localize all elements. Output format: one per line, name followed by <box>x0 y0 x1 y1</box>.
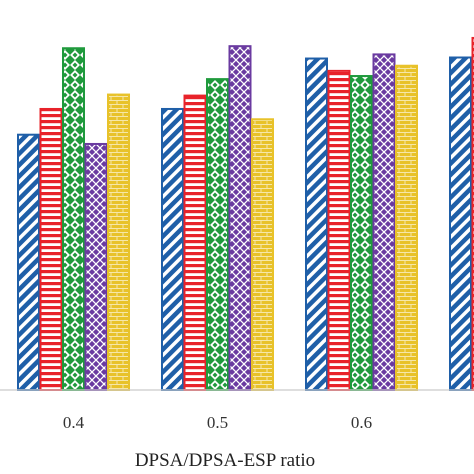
bar-0.5-series-3 <box>206 78 229 391</box>
x-tick-label: 0.6 <box>351 413 372 432</box>
bar-0.4-series-5 <box>107 93 130 391</box>
x-tick-labels: 0.4 0.5 0.6 <box>63 413 372 432</box>
bar-0.6-series-5 <box>395 64 418 391</box>
bars-group <box>17 36 474 392</box>
bar-0.6-series-4 <box>372 53 396 391</box>
bar-0.5-series-1 <box>161 107 184 392</box>
bar-0.4-series-2 <box>39 107 63 392</box>
bar-0.5-series-2 <box>183 94 207 392</box>
x-axis-title: DPSA/DPSA-ESP ratio <box>135 450 315 471</box>
bar-group3-series-2 <box>471 36 474 392</box>
x-tick-label: 0.5 <box>207 413 228 432</box>
bar-0.4-series-3 <box>62 47 85 392</box>
bar-0.6-series-3 <box>350 75 373 391</box>
bar-0.4-series-4 <box>84 142 108 391</box>
bar-0.6-series-1 <box>305 57 328 391</box>
bar-group3-series-1 <box>449 56 472 391</box>
bar-0.5-series-5 <box>251 118 274 391</box>
bar-0.4-series-1 <box>17 133 40 391</box>
bar-0.5-series-4 <box>228 45 252 391</box>
x-tick-label: 0.4 <box>63 413 85 432</box>
bar-0.6-series-2 <box>327 69 351 391</box>
